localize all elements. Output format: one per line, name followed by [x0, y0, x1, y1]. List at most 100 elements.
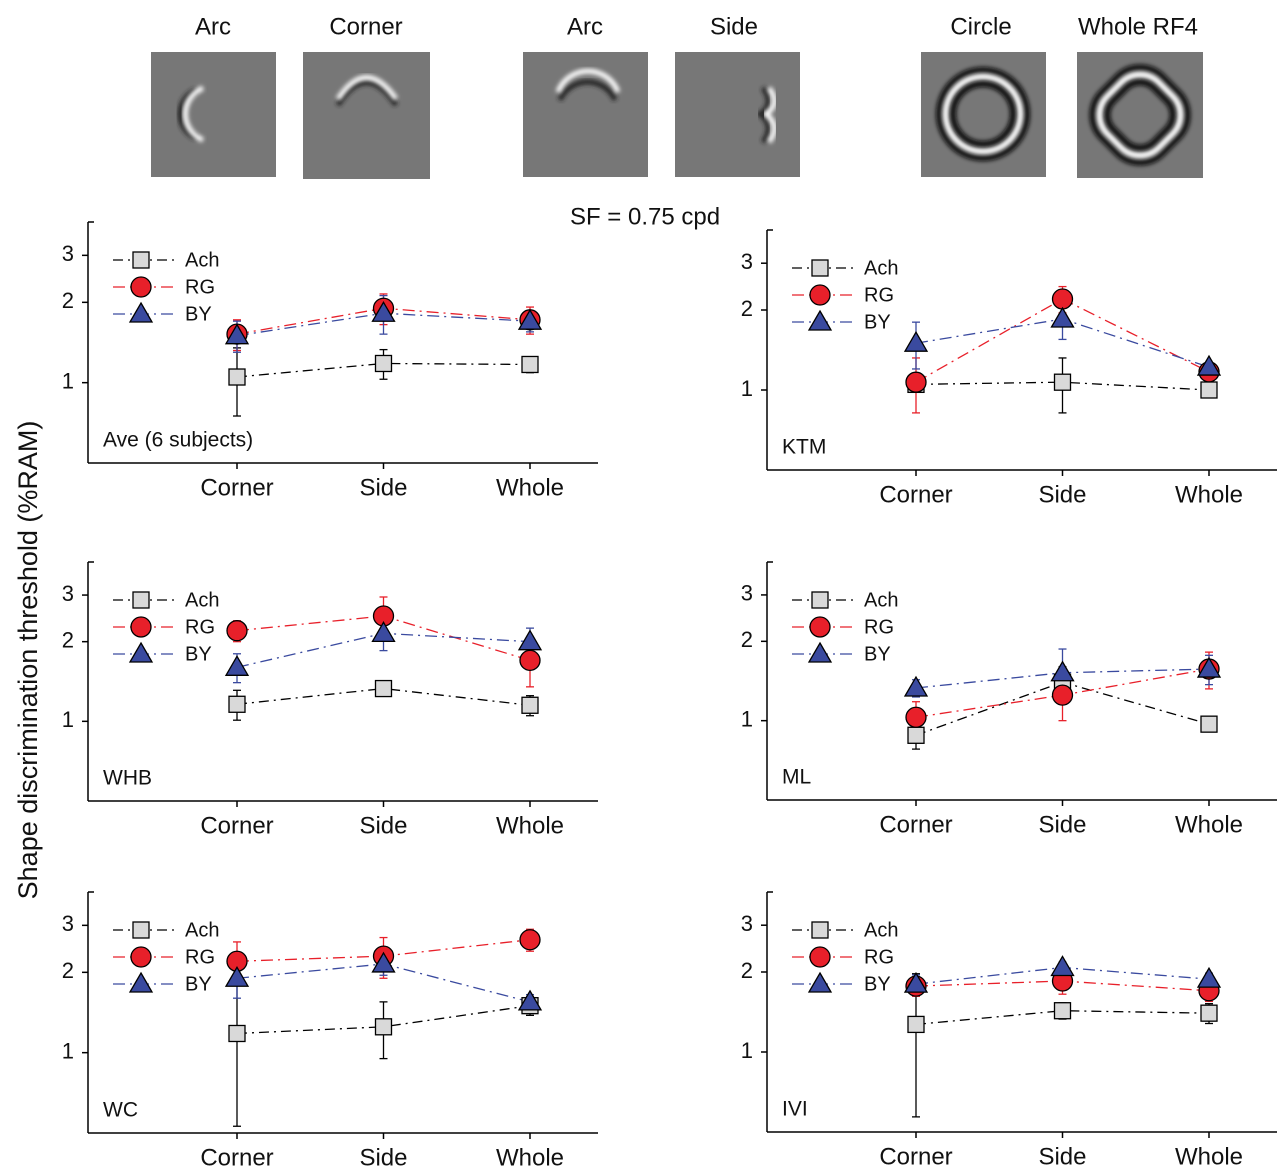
marker-square — [908, 727, 924, 743]
marker-triangle — [905, 677, 927, 696]
x-tick-label: Whole — [1175, 481, 1243, 508]
legend-label: RG — [185, 616, 215, 638]
marker-circle — [520, 930, 540, 950]
x-tick-label: Corner — [200, 474, 273, 501]
stimulus-label: Side — [710, 13, 758, 40]
y-tick-label: 3 — [62, 911, 74, 936]
x-tick-label: Whole — [1175, 811, 1243, 838]
marker-triangle — [1052, 308, 1074, 327]
stimulus-label: Whole RF4 — [1078, 13, 1198, 40]
stimulus-label: Arc — [195, 13, 231, 40]
x-tick-label: Side — [1038, 811, 1086, 838]
marker-circle — [1053, 289, 1073, 309]
stimulus-corner — [303, 52, 430, 179]
legend-label: BY — [864, 643, 891, 665]
y-tick-label: 1 — [62, 368, 74, 393]
y-tick-label: 1 — [62, 707, 74, 732]
y-tick-label: 2 — [62, 288, 74, 313]
marker-square — [229, 696, 245, 712]
legend-label: BY — [185, 973, 212, 995]
legend-label: BY — [185, 643, 212, 665]
stimulus-label: Circle — [950, 13, 1011, 40]
stimulus-label: Corner — [329, 13, 402, 40]
marker-circle — [227, 621, 247, 641]
x-tick-label: Whole — [496, 812, 564, 839]
legend-marker — [809, 973, 831, 992]
note: SF = 0.75 cpd — [570, 203, 720, 230]
marker-triangle — [519, 631, 541, 650]
legend-label: RG — [185, 946, 215, 968]
x-tick-label: Side — [359, 812, 407, 839]
panel: 123CornerSideWholeMLAchRGBY — [741, 562, 1277, 838]
marker-square — [376, 355, 392, 371]
x-tick-label: Corner — [200, 812, 273, 839]
legend-marker — [131, 617, 151, 637]
y-tick-label: 1 — [62, 1038, 74, 1063]
legend-marker — [130, 303, 152, 322]
legend-marker — [809, 643, 831, 662]
y-tick-label: 3 — [62, 241, 74, 266]
legend-marker — [130, 973, 152, 992]
y-tick-label: 2 — [741, 296, 753, 321]
stimulus-arc — [151, 52, 276, 177]
x-tick-label: Corner — [879, 1143, 952, 1169]
legend-marker — [133, 252, 149, 268]
x-tick-label: Side — [1038, 1143, 1086, 1169]
y-tick-label: 1 — [741, 376, 753, 401]
legend-marker — [810, 947, 830, 967]
y-tick-label: 1 — [741, 1038, 753, 1063]
legend-marker — [810, 617, 830, 637]
y-tick-label: 2 — [741, 627, 753, 652]
marker-circle — [1053, 685, 1073, 705]
stimulus-whole-rf4 — [1077, 52, 1203, 178]
legend-label: RG — [185, 276, 215, 298]
legend-marker — [133, 922, 149, 938]
x-tick-label: Side — [359, 474, 407, 501]
figure: Arc Corner Arc Side Circle Whole RF4 SF … — [0, 0, 1278, 1169]
marker-circle — [906, 372, 926, 392]
x-tick-label: Whole — [496, 474, 564, 501]
marker-square — [1201, 1005, 1217, 1021]
marker-square — [1055, 1003, 1071, 1019]
legend-marker — [131, 277, 151, 297]
x-tick-label: Whole — [496, 1144, 564, 1169]
y-tick-label: 2 — [62, 627, 74, 652]
marker-triangle — [373, 622, 395, 641]
y-tick-label: 1 — [741, 706, 753, 731]
legend-marker — [812, 592, 828, 608]
legend-label: Ach — [185, 919, 219, 941]
stimuli — [151, 52, 1203, 179]
marker-square — [522, 697, 538, 713]
marker-square — [1055, 374, 1071, 390]
marker-square — [376, 1019, 392, 1035]
legend-marker — [131, 947, 151, 967]
marker-square — [522, 356, 538, 372]
legend-label: Ach — [864, 589, 898, 611]
legend-marker — [130, 643, 152, 662]
x-tick-label: Side — [1038, 481, 1086, 508]
marker-square — [229, 1025, 245, 1041]
x-tick-label: Side — [359, 1144, 407, 1169]
panel-label: Ave (6 subjects) — [103, 429, 253, 452]
panel-label: WHB — [103, 767, 152, 790]
marker-triangle — [1052, 662, 1074, 681]
marker-triangle — [226, 967, 248, 986]
panel: 123CornerSideWholeKTMAchRGBY — [741, 230, 1277, 508]
x-tick-label: Corner — [879, 811, 952, 838]
y-axis-label: Shape discrimination threshold (%RAM) — [13, 421, 43, 900]
legend-label: BY — [864, 973, 891, 995]
legend-label: RG — [864, 284, 894, 306]
page: Arc Corner Arc Side Circle Whole RF4 SF … — [0, 0, 1278, 1169]
legend-label: Ach — [864, 257, 898, 279]
x-tick-label: Whole — [1175, 1143, 1243, 1169]
panel-label: KTM — [782, 436, 826, 459]
legend-label: Ach — [864, 919, 898, 941]
panel-label: IVI — [782, 1098, 808, 1121]
y-tick-label: 2 — [62, 958, 74, 983]
marker-square — [229, 369, 245, 385]
legend-marker — [133, 592, 149, 608]
marker-circle — [906, 707, 926, 727]
panel-label: ML — [782, 766, 811, 789]
